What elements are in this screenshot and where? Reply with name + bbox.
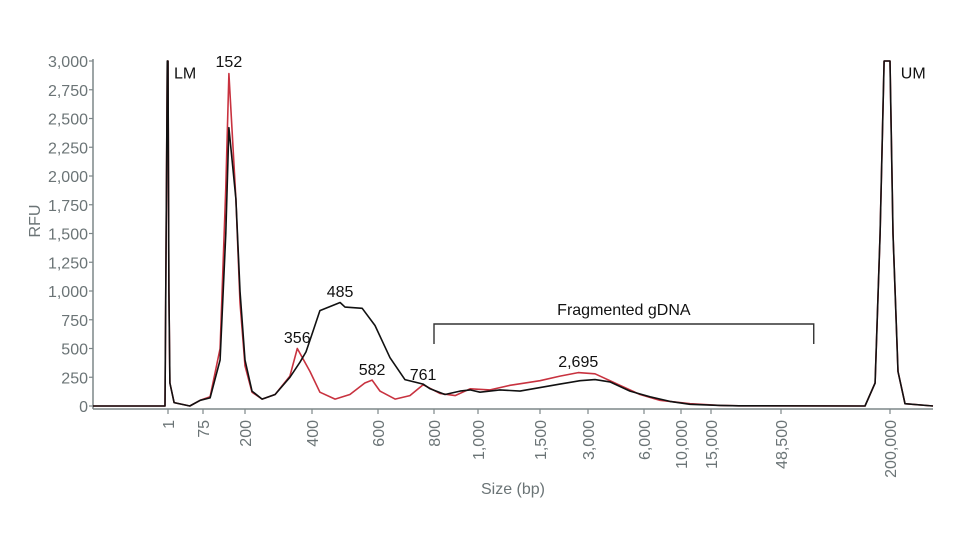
x-tick-label: 1 — [161, 420, 178, 429]
y-tick-label: 2,750 — [48, 83, 88, 100]
axes: 0 250 500 750 1,000 1,250 1,500 1,750 2,000 2,250… — [48, 54, 933, 478]
peak-label: LM — [174, 66, 196, 83]
y-tick-label: 1,250 — [48, 255, 88, 272]
x-tick-label: 3,000 — [581, 420, 598, 460]
peak-label: 761 — [410, 367, 437, 384]
peak-label: UM — [901, 66, 926, 83]
y-tick-label: 250 — [61, 370, 88, 387]
y-tick-label: 500 — [61, 342, 88, 359]
series-group — [93, 60, 934, 407]
y-tick-label: 1,500 — [48, 227, 88, 244]
x-tick-label: 10,000 — [674, 420, 691, 469]
peak-label: 2,695 — [558, 354, 598, 371]
x-tick-label: 1,000 — [471, 420, 488, 460]
x-tick-label: 200 — [238, 420, 255, 447]
peak-label: 485 — [327, 284, 354, 301]
x-tick-label: 600 — [371, 420, 388, 447]
x-tick-label: 1,500 — [533, 420, 550, 460]
series-line-sample-black — [93, 60, 934, 407]
y-tick-label: 0 — [79, 399, 88, 416]
x-tick-label: 6,000 — [637, 420, 654, 460]
peak-label: 582 — [359, 362, 386, 379]
fragmented-gdna-bracket — [433, 323, 815, 344]
y-tick-label: 1,750 — [48, 198, 88, 215]
x-tick-label: 75 — [196, 420, 213, 438]
y-tick-label: 2,500 — [48, 112, 88, 129]
y-tick-label: 3,000 — [48, 54, 88, 71]
x-tick-label: 400 — [305, 420, 322, 447]
series-line-sample-red — [93, 60, 934, 407]
y-tick-label: 2,250 — [48, 140, 88, 157]
x-tick-label: 48,500 — [774, 420, 791, 469]
x-tick-label: 800 — [427, 420, 444, 447]
y-tick-label: 2,000 — [48, 169, 88, 186]
peak-label: 356 — [284, 330, 311, 347]
y-tick-label: 750 — [61, 313, 88, 330]
y-tick-label: 1,000 — [48, 284, 88, 301]
bracket-label: Fragmented gDNA — [557, 302, 691, 319]
x-tick-label: 200,000 — [883, 420, 900, 478]
x-axis-title: Size (bp) — [481, 481, 545, 498]
annotations: LM 152 356 485 582 761 2,695 UM Fragmented gDNA — [174, 54, 926, 384]
y-axis-title: RFU — [27, 205, 44, 238]
peak-label: 152 — [216, 54, 243, 71]
x-tick-label: 15,000 — [704, 420, 721, 469]
